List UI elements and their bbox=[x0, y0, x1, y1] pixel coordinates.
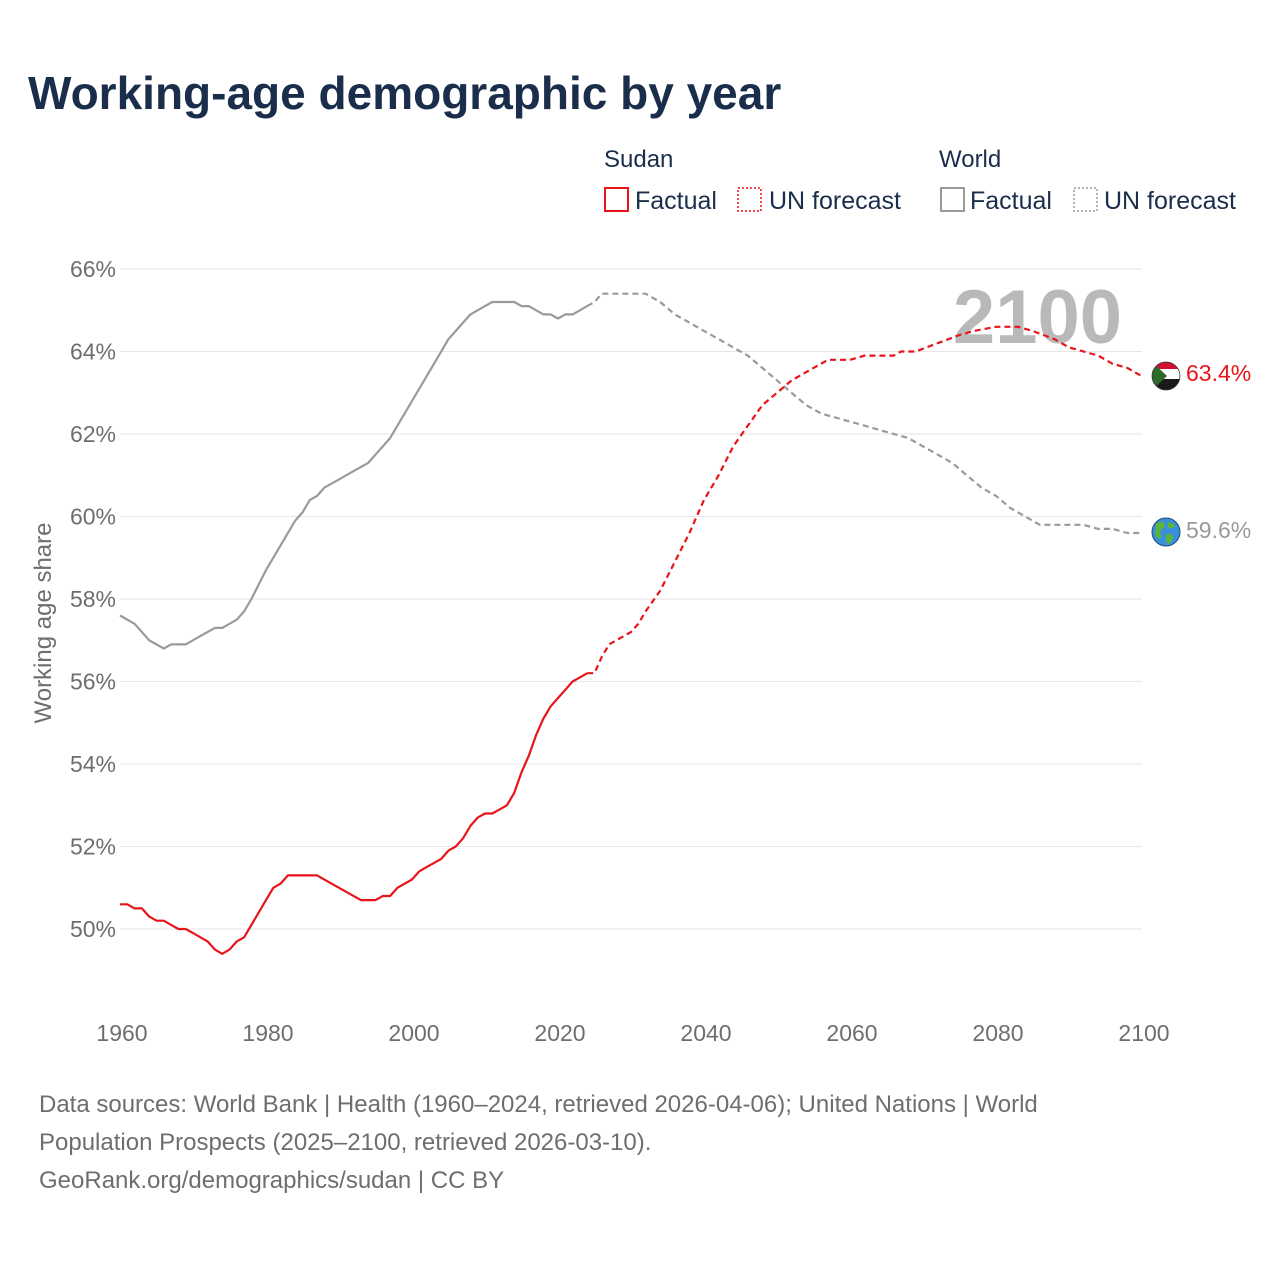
sudan-end-marker: 63.4% bbox=[1151, 360, 1251, 391]
x-tick-label: 2100 bbox=[1118, 1020, 1169, 1046]
legend-swatch-sudan-forecast bbox=[737, 187, 762, 212]
x-tick-label: 2000 bbox=[388, 1020, 439, 1046]
footer-line-2: Population Prospects (2025–2100, retriev… bbox=[39, 1129, 652, 1156]
sudan-end-value: 63.4% bbox=[1186, 360, 1251, 386]
legend-label-world-factual: Factual bbox=[970, 187, 1052, 215]
legend-swatch-world-forecast bbox=[1073, 187, 1098, 212]
sudan-flag-icon bbox=[1151, 361, 1181, 391]
x-tick-label: 1960 bbox=[96, 1020, 147, 1046]
y-tick-label: 50% bbox=[70, 916, 116, 942]
y-tick-label: 62% bbox=[70, 421, 116, 447]
legend-swatch-sudan-factual bbox=[604, 187, 629, 212]
y-tick-label: 60% bbox=[70, 504, 116, 530]
x-tick-label: 2020 bbox=[534, 1020, 585, 1046]
series-line-world-factual bbox=[119, 300, 588, 650]
x-tick-label: 1980 bbox=[242, 1020, 293, 1046]
series-line-sudan-un-forecast bbox=[587, 325, 1143, 675]
series-lines bbox=[119, 292, 1143, 955]
current-year-watermark: 2100 bbox=[953, 275, 1122, 360]
y-tick-label: 54% bbox=[70, 751, 116, 777]
world-end-marker: 59.6% bbox=[1151, 517, 1251, 547]
y-tick-label: 66% bbox=[70, 256, 116, 282]
series-line-world-un-forecast bbox=[586, 292, 1142, 535]
legend-label-sudan-forecast: UN forecast bbox=[769, 187, 901, 215]
legend-group-sudan: Sudan bbox=[604, 146, 673, 173]
legend: Sudan Factual UN forecast World Factual … bbox=[604, 146, 1236, 215]
x-tick-label: 2080 bbox=[972, 1020, 1023, 1046]
y-axis-ticks: 50% 52% 54% 56% 58% 60% 62% 64% 66% bbox=[70, 256, 116, 942]
globe-icon bbox=[1151, 517, 1181, 547]
legend-label-world-forecast: UN forecast bbox=[1104, 187, 1236, 215]
y-tick-label: 58% bbox=[70, 586, 116, 612]
chart-area: Sudan Factual UN forecast World Factual … bbox=[30, 146, 1251, 1046]
world-end-value: 59.6% bbox=[1186, 517, 1251, 543]
legend-label-sudan-factual: Factual bbox=[635, 187, 717, 215]
y-tick-label: 64% bbox=[70, 339, 116, 365]
legend-group-world: World bbox=[939, 146, 1001, 173]
series-line-sudan-factual bbox=[120, 672, 588, 955]
y-tick-label: 56% bbox=[70, 669, 116, 695]
chart-title: Working-age demographic by year bbox=[28, 67, 782, 119]
y-tick-label: 52% bbox=[70, 834, 116, 860]
legend-swatch-world-factual bbox=[940, 187, 965, 212]
footer-line-3: GeoRank.org/demographics/sudan | CC BY bbox=[39, 1167, 505, 1194]
footer-sources: Data sources: World Bank | Health (1960–… bbox=[39, 1086, 1239, 1200]
x-axis-ticks: 1960 1980 2000 2020 2040 2060 2080 2100 bbox=[96, 1020, 1169, 1046]
y-axis-label: Working age share bbox=[30, 523, 57, 724]
gridlines bbox=[120, 268, 1142, 930]
x-tick-label: 2040 bbox=[680, 1020, 731, 1046]
footer-line-1: Data sources: World Bank | Health (1960–… bbox=[39, 1091, 1038, 1118]
x-tick-label: 2060 bbox=[826, 1020, 877, 1046]
